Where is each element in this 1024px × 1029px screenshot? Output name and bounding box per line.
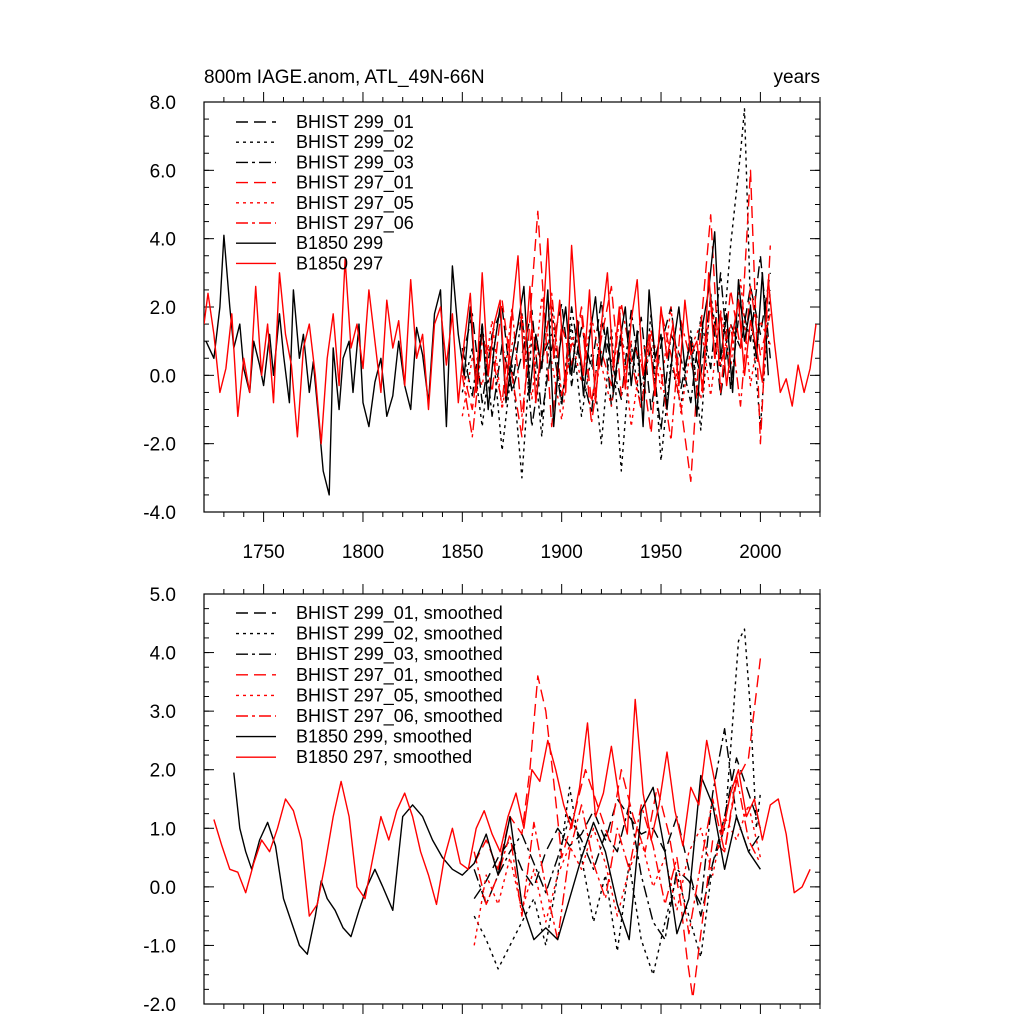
legend-entry: B1850 299, smoothed: [296, 727, 472, 747]
legend-entry: BHIST 299_01: [296, 112, 414, 133]
legend-entry: BHIST 297_01, smoothed: [296, 665, 503, 686]
series-line-bhist-297-06-smoothed: [473, 774, 762, 941]
legend-entry: B1850 299: [296, 233, 383, 253]
y-tick-label: 2.0: [150, 298, 176, 319]
y-tick-label: 8.0: [150, 93, 176, 114]
x-tick-label: 2000: [739, 542, 781, 563]
legend-entry: BHIST 299_03: [296, 152, 414, 173]
series-line-bhist-297-06: [461, 285, 771, 441]
x-tick-label: 1950: [640, 542, 682, 563]
series-line-bhist-297-01: [461, 169, 771, 482]
y-tick-label: 3.0: [150, 702, 176, 723]
y-tick-label: 4.0: [150, 644, 176, 665]
legend-entry: BHIST 297_06, smoothed: [296, 706, 503, 727]
series-line-b1850-297: [204, 237, 817, 445]
x-tick-label: 1750: [242, 542, 284, 563]
y-tick-label: 6.0: [150, 161, 176, 182]
series-line-bhist-297-01-smoothed: [473, 658, 762, 999]
y-tick-label: -4.0: [143, 503, 176, 524]
top-panel: -4.0 -2.0 0.0 2.0 4.0 6.0 8.0 1750 1800 1850 1900 1…: [143, 92, 821, 563]
y-tick-label: 1.0: [150, 819, 176, 840]
legend-entry: BHIST 299_03, smoothed: [296, 644, 503, 665]
y-tick-label: -1.0: [143, 936, 176, 957]
chart-title: 800m IAGE.anom, ATL_49N-66N: [204, 67, 485, 88]
y-tick-label: 0.0: [150, 878, 176, 899]
y-tick-label: 4.0: [150, 230, 176, 251]
series-line-bhist-299-02-smoothed: [473, 628, 762, 976]
y-tick-label: -2.0: [143, 995, 176, 1016]
legend-entry: BHIST 299_02, smoothed: [296, 624, 503, 645]
units-label: years: [774, 67, 820, 88]
legend-entry: BHIST 297_05, smoothed: [296, 685, 503, 706]
series-group: [204, 108, 817, 496]
x-tick-label: 1850: [441, 542, 483, 563]
legend-entry: BHIST 299_01, smoothed: [296, 603, 503, 624]
series-line-bhist-299-02: [461, 108, 771, 479]
y-tick-label: -2.0: [143, 435, 176, 456]
legend-entry: B1850 297, smoothed: [296, 747, 472, 767]
x-tick-label: 1800: [342, 542, 384, 563]
legend-entry: BHIST 297_05: [296, 193, 414, 214]
series-group: [213, 628, 811, 999]
y-tick-label: 5.0: [150, 585, 176, 606]
series-line-bhist-299-03: [461, 255, 771, 431]
legend-entry: B1850 297: [296, 253, 383, 273]
series-line-b1850-297-smoothed: [213, 698, 811, 917]
bottom-panel: -2.0 -1.0 0.0 1.0 2.0 3.0 4.0 5.0 BHIST 299_01, …: [143, 584, 821, 1016]
legend-entry: BHIST 297_06: [296, 213, 414, 234]
x-tick-label: 1900: [541, 542, 583, 563]
legend-entry: BHIST 299_02: [296, 132, 414, 153]
y-tick-label: 2.0: [150, 761, 176, 782]
y-tick-label: 0.0: [150, 366, 176, 387]
legend-entry: BHIST 297_01: [296, 173, 414, 194]
series-line-bhist-297-05-smoothed: [473, 804, 762, 946]
series-line-b1850-299-smoothed: [233, 772, 761, 955]
